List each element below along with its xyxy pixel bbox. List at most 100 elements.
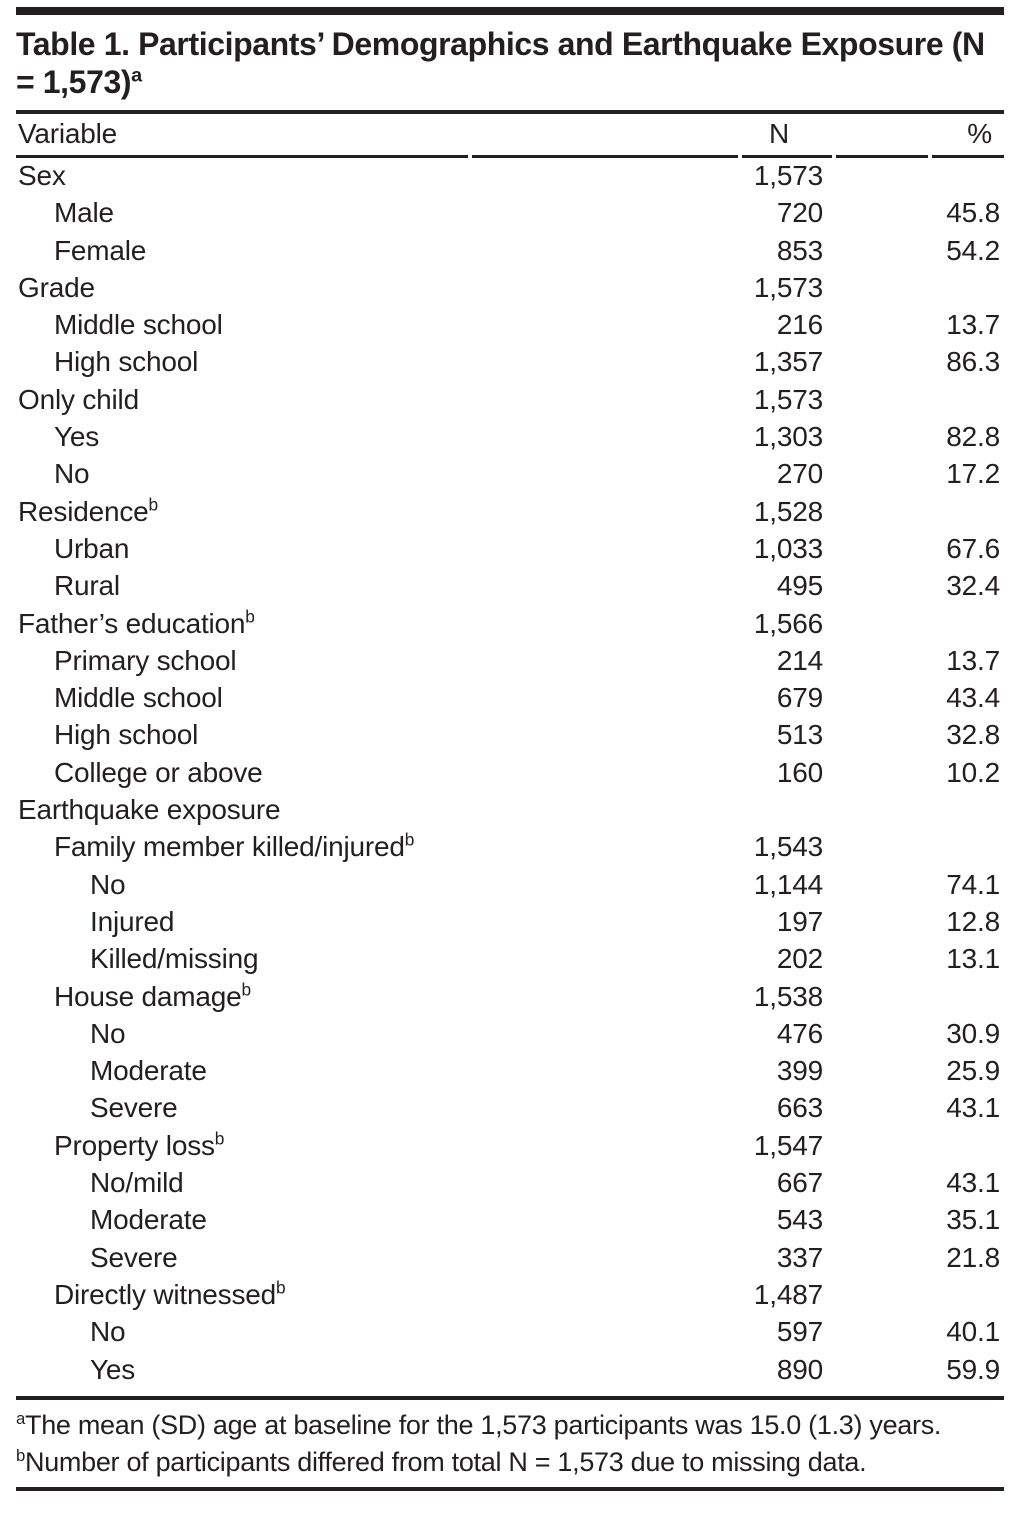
variable-label: No [90, 1017, 126, 1049]
variable-label: Moderate [90, 1055, 207, 1087]
pct-cell: 32.8 [946, 719, 1000, 751]
footnote-b-marker: b [16, 1445, 26, 1465]
table-row: No 1,144 74.1 [16, 869, 1004, 906]
variable-label: High school [54, 346, 199, 378]
table-row: No/mild 667 43.1 [16, 1167, 1004, 1204]
table-row: Severe 337 21.8 [16, 1242, 1004, 1279]
pct-cell: 13.1 [946, 943, 1000, 975]
variable-cell: Urban [16, 533, 474, 565]
variable-cell: Female [16, 235, 474, 267]
table-row: Primary school 214 13.7 [16, 645, 1004, 682]
pct-cell: 86.3 [946, 346, 1000, 378]
pct-cell: 10.2 [946, 756, 1000, 788]
variable-label: Primary school [54, 644, 237, 676]
variable-footnote-marker: b [241, 979, 252, 1000]
variable-cell: Middle school [16, 682, 474, 714]
n-cell: 679 [776, 682, 823, 714]
variable-cell: No [16, 1316, 474, 1348]
column-header-n: N [768, 118, 789, 149]
n-cell: 667 [776, 1167, 823, 1199]
pct-cell: 35.1 [946, 1204, 1000, 1236]
table-row: Moderate 399 25.9 [16, 1055, 1004, 1092]
variable-label: College or above [54, 756, 263, 788]
variable-label: Urban [54, 532, 130, 564]
table-row: Urban 1,033 67.6 [16, 533, 1004, 570]
variable-label: Male [54, 197, 114, 229]
table-row: Directly witnessedb 1,487 [16, 1279, 1004, 1316]
variable-label: House damage [54, 980, 242, 1012]
table-row: House damageb 1,538 [16, 981, 1004, 1018]
variable-footnote-marker: b [148, 494, 159, 515]
n-cell: 853 [776, 234, 823, 266]
n-cell: 663 [776, 1092, 823, 1124]
pct-cell: 21.8 [946, 1241, 1000, 1273]
variable-cell: Sex [16, 160, 474, 192]
table-row: Injured 197 12.8 [16, 906, 1004, 943]
n-cell: 1,357 [753, 346, 823, 378]
footnote-b-text: Number of participants differed from tot… [25, 1446, 867, 1477]
table-page: Table 1. Participants’ Demographics and … [16, 7, 1004, 1491]
variable-cell: Moderate [16, 1204, 474, 1236]
variable-label: Severe [90, 1241, 178, 1273]
table-row: Grade 1,573 [16, 272, 1004, 309]
variable-label: Earthquake exposure [18, 794, 281, 826]
variable-cell: No/mild [16, 1167, 474, 1199]
top-rule [16, 7, 1004, 15]
variable-label: Property loss [54, 1129, 215, 1161]
table-body: Sex 1,573 Male 720 45.8 Female 853 54.2 Grade 1,5… [16, 158, 1004, 1391]
n-cell: 216 [776, 309, 823, 341]
variable-label: Yes [54, 421, 100, 453]
pct-cell: 82.8 [946, 421, 1000, 453]
variable-cell: Property lossb [16, 1130, 474, 1162]
n-cell: 1,528 [753, 495, 823, 527]
table-row: Property lossb 1,547 [16, 1130, 1004, 1167]
n-cell: 1,543 [753, 831, 823, 863]
n-cell: 1,573 [753, 160, 823, 191]
variable-cell: No [16, 1018, 474, 1050]
table-row: No 597 40.1 [16, 1316, 1004, 1353]
variable-cell: No [16, 869, 474, 901]
footnotes: aThe mean (SD) age at baseline for the 1… [16, 1407, 1004, 1481]
variable-label: Severe [90, 1092, 178, 1124]
n-cell: 1,547 [753, 1129, 823, 1161]
n-cell: 1,144 [753, 868, 823, 900]
variable-cell: Directly witnessedb [16, 1279, 474, 1311]
variable-cell: Family member killed/injuredb [16, 831, 474, 863]
table-row: Father’s educationb 1,566 [16, 608, 1004, 645]
variable-cell: Father’s educationb [16, 608, 474, 640]
variable-label: High school [54, 719, 199, 751]
n-cell: 337 [776, 1241, 823, 1273]
variable-cell: Moderate [16, 1055, 474, 1087]
variable-cell: Killed/missing [16, 943, 474, 975]
n-cell: 1,566 [753, 607, 823, 639]
header-rule [16, 155, 1004, 158]
variable-footnote-marker: b [404, 830, 415, 851]
table-title-text: Table 1. Participants’ Demographics and … [16, 26, 985, 100]
variable-cell: Yes [16, 1354, 474, 1386]
pct-cell: 43.1 [946, 1092, 1000, 1124]
variable-label: No/mild [90, 1167, 184, 1199]
table-row: Yes 890 59.9 [16, 1354, 1004, 1391]
pct-cell: 43.1 [946, 1167, 1000, 1199]
variable-label: Killed/missing [90, 943, 259, 975]
pct-cell: 67.6 [946, 532, 1000, 564]
n-cell: 890 [776, 1353, 823, 1385]
n-cell: 1,538 [753, 980, 823, 1012]
variable-cell: High school [16, 719, 474, 751]
variable-cell: Only child [16, 384, 474, 416]
n-cell: 399 [776, 1055, 823, 1087]
table-row: Yes 1,303 82.8 [16, 421, 1004, 458]
table-row: Male 720 45.8 [16, 197, 1004, 234]
footnote-b: bNumber of participants differed from to… [16, 1444, 1001, 1481]
pct-cell: 40.1 [946, 1316, 1000, 1348]
table-row: Earthquake exposure [16, 794, 1004, 831]
table-row: Moderate 543 35.1 [16, 1204, 1004, 1241]
variable-label: Female [54, 234, 147, 266]
variable-label: Grade [18, 271, 95, 303]
variable-footnote-marker: b [276, 1277, 286, 1298]
table-row: Middle school 216 13.7 [16, 309, 1004, 346]
table-row: High school 513 32.8 [16, 719, 1004, 756]
variable-cell: Severe [16, 1242, 474, 1274]
n-cell: 214 [776, 644, 823, 676]
footnote-rule [16, 1395, 1004, 1400]
